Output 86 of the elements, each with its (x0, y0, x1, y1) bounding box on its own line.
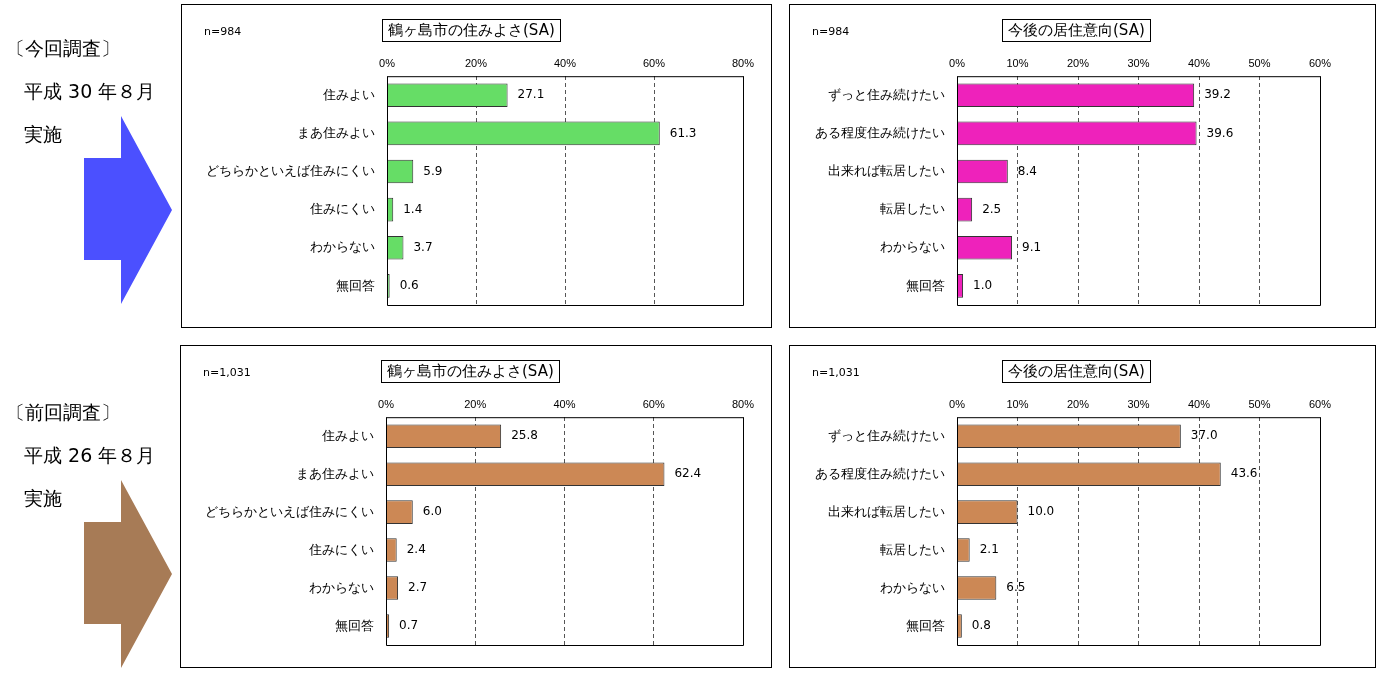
y-tick-label: まあ住みよい (296, 465, 374, 481)
x-tick-label: 0% (379, 56, 396, 69)
y-tick-label: 無回答 (336, 277, 375, 293)
x-tick-label: 10% (1006, 397, 1029, 410)
data-label: 62.4 (674, 466, 702, 481)
text: 平成 26 年８月 (24, 443, 156, 468)
y-tick-label: 住みよい (321, 427, 374, 443)
x-tick-label: 30% (1127, 56, 1150, 69)
chart-title: 今後の居住意向(SA) (1002, 19, 1151, 42)
y-tick-label: どちらかといえば住みにくい (205, 503, 374, 519)
data-label: 5.9 (423, 163, 443, 178)
x-tick-label: 80% (731, 397, 755, 410)
data-label: 37.0 (1190, 428, 1218, 443)
data-label: 6.5 (1006, 580, 1026, 595)
chart-title: 今後の居住意向(SA) (1002, 360, 1151, 383)
data-label: 0.6 (399, 278, 419, 293)
y-tick-label: わからない (309, 579, 374, 595)
chart-title: 鶴ヶ島市の住みよさ(SA) (382, 19, 561, 42)
y-tick-label: どちらかといえば住みにくい (206, 163, 375, 179)
x-tick-label: 20% (464, 397, 487, 410)
y-tick-label: 出来れば転居したい (828, 503, 945, 519)
y-tick-label: 住みにくい (309, 201, 375, 217)
x-tick-label: 20% (1066, 56, 1090, 69)
data-label: 9.1 (1022, 239, 1042, 254)
data-label: 61.3 (669, 125, 697, 140)
x-tick-label: 60% (642, 397, 665, 410)
data-label: 1.4 (403, 201, 423, 216)
text: n=1,031 (203, 366, 251, 379)
data-label: 2.7 (408, 580, 428, 595)
text: n=984 (204, 25, 242, 38)
x-tick-label: 40% (553, 56, 577, 69)
text: n=1,031 (812, 366, 860, 379)
data-label: 0.7 (399, 618, 419, 633)
data-label: 8.4 (1017, 163, 1037, 178)
x-tick-label: 60% (642, 56, 666, 69)
text: 実施 (24, 122, 62, 147)
x-tick-label: 0% (949, 56, 966, 69)
x-tick-label: 40% (1187, 56, 1211, 69)
data-label: 3.7 (413, 239, 433, 254)
y-tick-label: 住みよい (322, 86, 375, 102)
text: 〔今回調査〕 (6, 36, 120, 61)
x-tick-label: 20% (464, 56, 488, 69)
y-tick-label: 無回答 (906, 617, 945, 633)
x-tick-label: 30% (1127, 397, 1150, 410)
data-label: 25.8 (511, 428, 538, 443)
data-label: 2.5 (982, 201, 1002, 216)
data-label: 10.0 (1027, 504, 1055, 519)
data-label: 43.6 (1230, 466, 1258, 481)
x-tick-label: 50% (1248, 56, 1271, 69)
y-tick-label: まあ住みよい (297, 124, 375, 140)
text: 平成 30 年８月 (24, 79, 156, 104)
data-label: 6.0 (422, 504, 442, 519)
y-tick-label: わからない (310, 239, 375, 255)
x-tick-label: 80% (731, 56, 755, 69)
x-tick-label: 0% (378, 397, 395, 410)
y-tick-label: ずっと住み続けたい (828, 86, 945, 102)
data-label: 2.1 (979, 542, 999, 557)
y-tick-label: わからない (880, 239, 945, 255)
x-tick-label: 10% (1006, 56, 1029, 69)
text: n=984 (812, 25, 850, 38)
x-tick-label: 60% (1308, 56, 1332, 69)
x-tick-label: 60% (1308, 397, 1332, 410)
data-label: 1.0 (973, 278, 993, 293)
y-tick-label: 無回答 (335, 617, 374, 633)
x-tick-label: 20% (1066, 397, 1090, 410)
data-label: 2.4 (406, 542, 426, 557)
x-tick-label: 0% (949, 397, 966, 410)
data-label: 0.8 (971, 618, 991, 633)
y-tick-label: ずっと住み続けたい (828, 427, 945, 443)
y-tick-label: ある程度住み続けたい (815, 465, 945, 481)
x-tick-label: 40% (553, 397, 576, 410)
chart-title: 鶴ヶ島市の住みよさ(SA) (381, 360, 560, 383)
data-label: 39.2 (1204, 87, 1231, 102)
y-tick-label: 出来れば転居したい (828, 163, 945, 179)
data-label: 27.1 (517, 87, 545, 102)
y-tick-label: 転居したい (880, 201, 945, 217)
x-tick-label: 40% (1187, 397, 1211, 410)
data-label: 39.6 (1206, 125, 1234, 140)
x-tick-label: 50% (1248, 397, 1271, 410)
y-tick-label: わからない (880, 579, 945, 595)
y-tick-label: ある程度住み続けたい (815, 124, 945, 140)
text: 実施 (24, 486, 62, 511)
y-tick-label: 転居したい (880, 541, 945, 557)
y-tick-label: 住みにくい (308, 541, 374, 557)
y-tick-label: 無回答 (906, 277, 945, 293)
text: 〔前回調査〕 (6, 400, 120, 425)
